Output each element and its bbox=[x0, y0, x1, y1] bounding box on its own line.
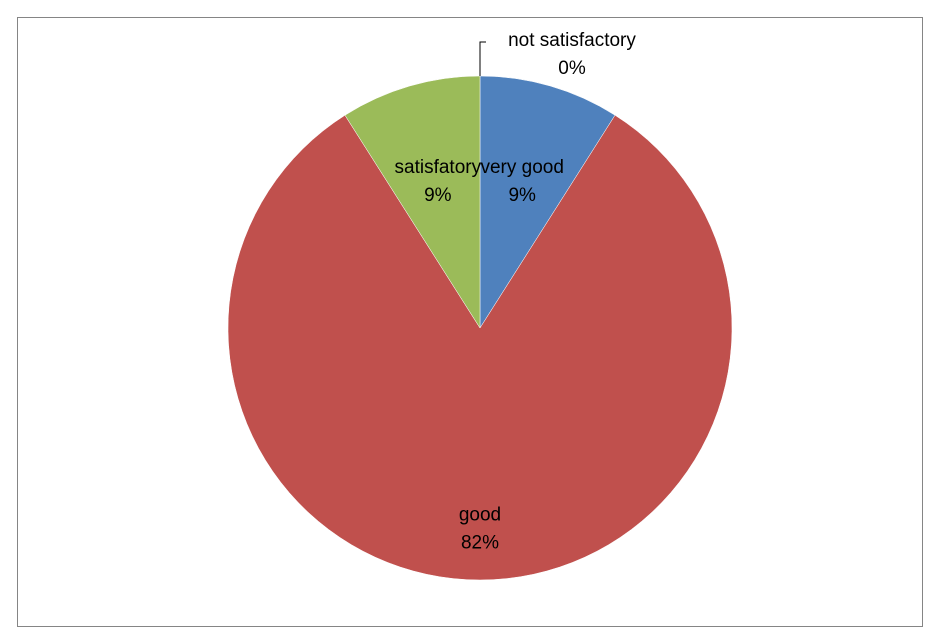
data-labels: very good 9% good 82% satisfatory 9% not satis… bbox=[395, 30, 637, 554]
data-label-value-not-satisfactory: 0% bbox=[558, 58, 586, 79]
leader-lines bbox=[479, 41, 486, 76]
data-label-category-satisfatory: satisfatory bbox=[395, 157, 482, 178]
data-label-value-good: 82% bbox=[461, 533, 499, 554]
data-label-category-very-good: very good bbox=[480, 157, 563, 178]
pie-slice-very-good bbox=[479, 75, 616, 329]
data-label-value-satisfatory: 9% bbox=[424, 185, 452, 206]
pie-slice-good bbox=[227, 114, 733, 581]
pie-slice-satisfatory bbox=[344, 75, 481, 329]
data-label-category-good: good bbox=[459, 505, 501, 526]
data-label-category-not-satisfactory: not satisfactory bbox=[508, 30, 636, 51]
leader-line-not-satisfactory bbox=[479, 41, 486, 76]
pie-slices bbox=[227, 75, 733, 581]
data-label-value-very-good: 9% bbox=[508, 185, 536, 206]
